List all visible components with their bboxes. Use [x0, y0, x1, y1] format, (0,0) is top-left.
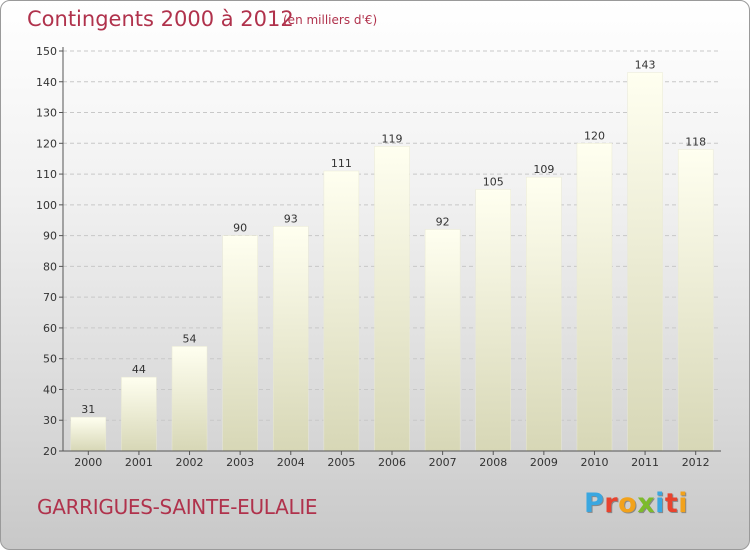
- data-label: 109: [533, 163, 554, 176]
- data-label: 118: [685, 135, 706, 148]
- x-tick-label: 2010: [580, 456, 608, 469]
- y-tick-label: 40: [43, 383, 57, 396]
- x-tick-label: 2000: [74, 456, 102, 469]
- chart-title: Contingents 2000 à 2012: [27, 7, 294, 31]
- y-tick-label: 60: [43, 322, 57, 335]
- proxiti-logo: Proxiti: [584, 488, 688, 519]
- bar-2001: [121, 376, 157, 452]
- chart-subtitle: (en milliers d'€): [283, 13, 378, 27]
- x-tick-label: 2011: [631, 456, 659, 469]
- bar-2005: [323, 170, 360, 452]
- y-tick-label: 140: [36, 76, 57, 89]
- brand-letter: r: [604, 488, 619, 519]
- bar-2012: [677, 149, 714, 452]
- data-label: 90: [233, 222, 247, 235]
- x-tick-label: 2003: [226, 456, 254, 469]
- y-tick-label: 150: [36, 45, 57, 58]
- y-tick-label: 30: [43, 414, 57, 427]
- data-label: 120: [584, 129, 605, 142]
- y-tick-label: 80: [43, 260, 57, 273]
- bar-2010: [576, 143, 613, 452]
- data-label: 143: [635, 59, 656, 72]
- y-tick-label: 70: [43, 291, 57, 304]
- brand-letter: P: [584, 488, 605, 519]
- x-tick-label: 2012: [682, 456, 710, 469]
- x-tick-label: 2005: [327, 456, 355, 469]
- y-tick-label: 100: [36, 199, 57, 212]
- bar-2008: [475, 189, 511, 452]
- data-label: 105: [483, 175, 504, 188]
- data-label: 111: [331, 157, 352, 170]
- x-tick-label: 2006: [378, 456, 406, 469]
- brand-letter: i: [678, 488, 689, 519]
- x-tick-label: 2002: [176, 456, 204, 469]
- x-tick-label: 2009: [530, 456, 558, 469]
- bar-2002: [171, 346, 208, 452]
- data-label: 54: [183, 332, 197, 345]
- data-label: 92: [436, 215, 450, 228]
- y-tick-label: 130: [36, 107, 57, 120]
- brand-letter: i: [655, 488, 665, 519]
- y-tick-label: 50: [43, 353, 57, 366]
- bar-2009: [526, 176, 562, 452]
- brand-letter: x: [637, 488, 656, 519]
- brand-letter: t: [664, 488, 679, 519]
- y-tick-label: 110: [36, 168, 57, 181]
- x-tick-label: 2008: [479, 456, 507, 469]
- bar-2000: [70, 416, 107, 452]
- bar-2003: [222, 235, 258, 452]
- y-tick-label: 90: [43, 230, 57, 243]
- bar-2006: [374, 146, 410, 452]
- brand-letter: o: [618, 488, 638, 519]
- data-label: 93: [284, 212, 298, 225]
- bar-2004: [273, 226, 309, 452]
- bar-2007: [424, 229, 461, 452]
- y-tick-label: 120: [36, 137, 57, 150]
- commune-name: GARRIGUES-SAINTE-EULALIE: [37, 495, 318, 519]
- x-tick-label: 2007: [429, 456, 457, 469]
- data-label: 44: [132, 363, 146, 376]
- data-label: 31: [81, 403, 95, 416]
- x-tick-label: 2001: [125, 456, 153, 469]
- y-tick-label: 20: [43, 445, 57, 458]
- data-label: 119: [382, 132, 403, 145]
- bar-2011: [627, 72, 663, 452]
- x-tick-label: 2004: [277, 456, 305, 469]
